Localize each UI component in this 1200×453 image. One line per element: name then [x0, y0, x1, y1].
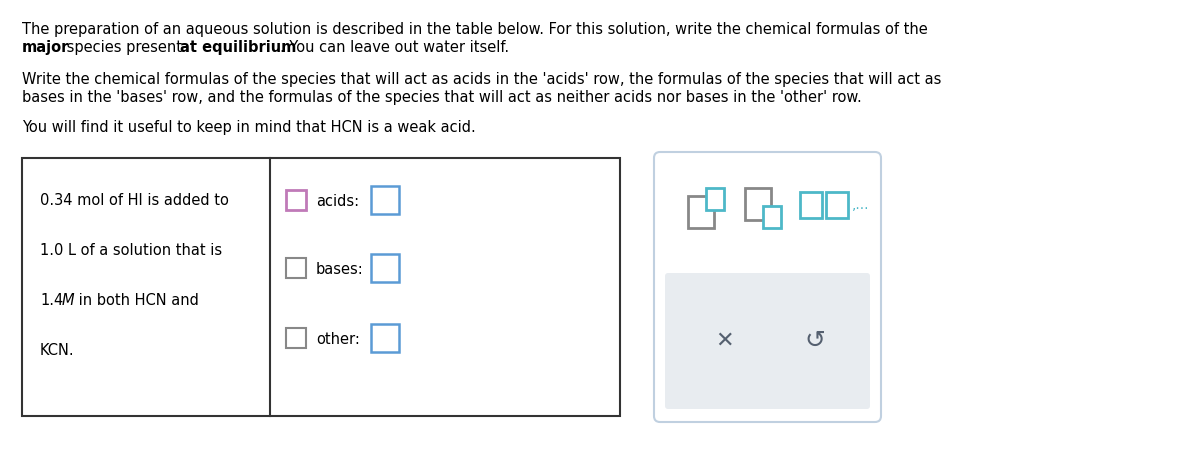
- Text: KCN.: KCN.: [40, 343, 74, 358]
- FancyBboxPatch shape: [22, 158, 620, 416]
- FancyBboxPatch shape: [654, 152, 881, 422]
- Text: ,...: ,...: [852, 198, 870, 212]
- Text: You will find it useful to keep in mind that HCN is a weak acid.: You will find it useful to keep in mind …: [22, 120, 475, 135]
- Text: acids:: acids:: [316, 194, 359, 209]
- FancyBboxPatch shape: [763, 206, 781, 228]
- Text: in both HCN and: in both HCN and: [74, 293, 199, 308]
- Text: 1.0 L of a solution that is: 1.0 L of a solution that is: [40, 243, 222, 258]
- FancyBboxPatch shape: [286, 258, 306, 278]
- Text: . You can leave out water itself.: . You can leave out water itself.: [280, 40, 509, 55]
- FancyBboxPatch shape: [286, 328, 306, 348]
- Text: Write the chemical formulas of the species that will act as acids in the 'acids': Write the chemical formulas of the speci…: [22, 72, 941, 87]
- FancyBboxPatch shape: [800, 192, 822, 218]
- Text: at equilibrium: at equilibrium: [180, 40, 296, 55]
- Text: M: M: [62, 293, 74, 308]
- FancyBboxPatch shape: [286, 190, 306, 210]
- Text: ✕: ✕: [715, 331, 734, 351]
- FancyBboxPatch shape: [688, 196, 714, 228]
- FancyBboxPatch shape: [371, 324, 398, 352]
- Text: species present: species present: [62, 40, 187, 55]
- FancyBboxPatch shape: [665, 273, 870, 409]
- Text: bases:: bases:: [316, 262, 364, 278]
- Text: 0.34 mol of HI is added to: 0.34 mol of HI is added to: [40, 193, 229, 208]
- FancyBboxPatch shape: [745, 188, 772, 220]
- FancyBboxPatch shape: [826, 192, 848, 218]
- Text: ↺: ↺: [804, 329, 826, 353]
- FancyBboxPatch shape: [371, 254, 398, 282]
- Text: bases in the 'bases' row, and the formulas of the species that will act as neith: bases in the 'bases' row, and the formul…: [22, 90, 862, 105]
- Text: The preparation of an aqueous solution is described in the table below. For this: The preparation of an aqueous solution i…: [22, 22, 928, 37]
- FancyBboxPatch shape: [706, 188, 724, 210]
- Text: major: major: [22, 40, 70, 55]
- Text: other:: other:: [316, 333, 360, 347]
- FancyBboxPatch shape: [371, 186, 398, 214]
- Text: 1.4: 1.4: [40, 293, 64, 308]
